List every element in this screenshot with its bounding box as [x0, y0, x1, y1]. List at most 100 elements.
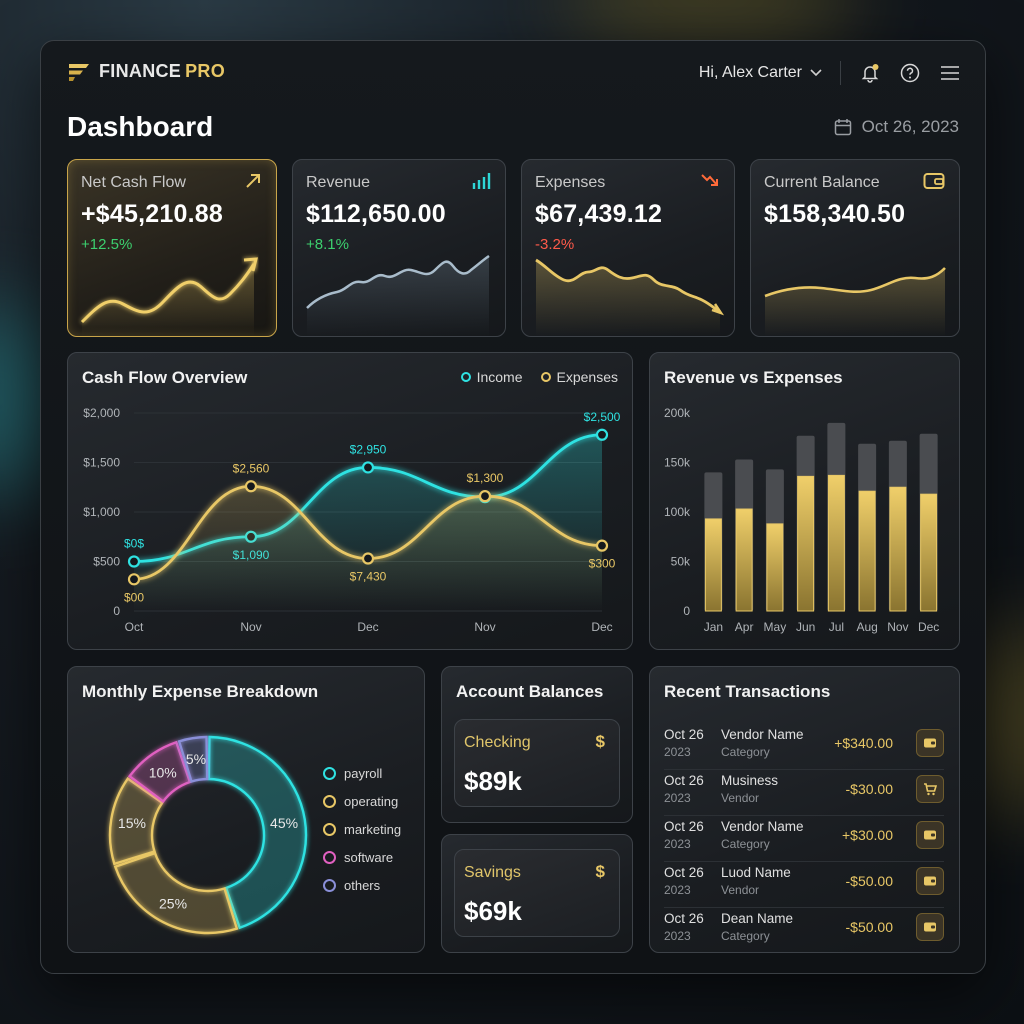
calendar-icon: [834, 119, 851, 136]
cart-icon[interactable]: [916, 775, 944, 803]
legend-item-software[interactable]: software: [323, 843, 401, 871]
donut-slice-operating[interactable]: [113, 851, 239, 935]
transaction-amount: -$50.00: [845, 919, 893, 935]
transaction-year: 2023: [664, 791, 691, 805]
x-tick-label: Jun: [796, 620, 815, 634]
data-point[interactable]: [361, 461, 375, 474]
kpi-card-revenue[interactable]: Revenue $112,650.00 +8.1%: [292, 159, 506, 337]
data-point[interactable]: [244, 480, 258, 493]
slice-label: 5%: [186, 751, 206, 767]
kpi-card-expenses[interactable]: Expenses $67,439.12 -3.2%: [521, 159, 735, 337]
transaction-year: 2023: [664, 837, 691, 851]
menu-button[interactable]: [939, 62, 961, 84]
y-tick-label: 0: [113, 604, 120, 618]
y-tick-label: 200k: [664, 406, 691, 420]
cash-flow-overview-panel: Cash Flow Overview Income Expenses $2,00…: [67, 352, 633, 650]
expense-breakdown-panel: Monthly Expense Breakdown 45% 25% 15% 10% 5%…: [67, 666, 425, 953]
notifications-button[interactable]: [859, 62, 881, 84]
legend-label: marketing: [344, 821, 402, 837]
legend-item-income[interactable]: Income: [460, 369, 523, 385]
x-tick-label: Nov: [887, 620, 908, 634]
legend-marker: [540, 372, 551, 382]
dollar-icon: $: [595, 732, 605, 751]
donut-slice-others[interactable]: [177, 735, 209, 783]
legend-item-others[interactable]: others: [323, 871, 401, 899]
bar-expenses[interactable]: [766, 523, 784, 612]
transaction-amount: -$50.00: [845, 873, 893, 889]
current-date: Oct 26, 2023: [861, 117, 959, 136]
series-area-expenses: [134, 486, 602, 611]
donut-slice-marketing[interactable]: [108, 776, 164, 866]
x-tick-label: Nov: [240, 620, 261, 634]
transaction-category: Vendor: [721, 791, 760, 805]
transaction-year: 2023: [664, 929, 691, 943]
transaction-row[interactable]: Oct 26 2023 Vendor Name Category +$30.00: [664, 815, 944, 862]
help-button[interactable]: [899, 62, 921, 84]
wallet-icon[interactable]: [916, 913, 944, 941]
bar-expenses[interactable]: [735, 508, 753, 612]
data-point[interactable]: [127, 555, 141, 568]
data-label: $1,300: [467, 471, 504, 485]
transaction-name: Musiness: [721, 773, 779, 788]
wallet-icon[interactable]: [916, 867, 944, 895]
y-tick-label: 150k: [664, 456, 691, 470]
transaction-name: Vendor Name: [721, 819, 804, 834]
wallet-icon: [923, 173, 945, 189]
transaction-amount: +$30.00: [842, 827, 893, 843]
legend-item-marketing[interactable]: marketing: [323, 815, 401, 843]
account-card-checking[interactable]: Checking $ $89k: [454, 719, 620, 807]
legend-item-payroll[interactable]: payroll: [323, 759, 401, 787]
data-point[interactable]: [595, 539, 609, 552]
transaction-row[interactable]: Oct 26 2023 Musiness Vendor -$30.00: [664, 769, 944, 816]
transaction-category: Category: [721, 929, 770, 943]
data-point[interactable]: [361, 552, 375, 565]
page-title: Dashboard: [67, 111, 214, 142]
logo-accent-text: PRO: [185, 61, 226, 81]
sparkline: [764, 267, 946, 336]
data-point[interactable]: [127, 573, 141, 586]
chevron-down-icon: [810, 69, 822, 77]
panel-title: Recent Transactions: [664, 682, 831, 701]
kpi-value: +$45,210.88: [81, 200, 223, 228]
bar-expenses[interactable]: [889, 486, 907, 612]
bar-expenses[interactable]: [827, 474, 845, 612]
recent-transactions-panel: Recent Transactions Oct 26 2023 Vendor N…: [649, 666, 960, 953]
y-tick-label: 50k: [671, 555, 691, 569]
legend-item-operating[interactable]: operating: [323, 787, 401, 815]
legend-item-expenses[interactable]: Expenses: [540, 369, 618, 385]
bar-expenses[interactable]: [704, 518, 722, 612]
account-label: Savings: [464, 864, 521, 881]
sparkline: [306, 254, 490, 336]
donut-slice-software[interactable]: [127, 740, 192, 804]
legend-label: software: [344, 849, 394, 865]
transaction-row[interactable]: Oct 26 2023 Vendor Name Category +$340.0…: [664, 723, 944, 770]
account-value: $69k: [464, 896, 522, 926]
x-tick-label: Apr: [735, 620, 754, 634]
slice-label: 15%: [118, 815, 146, 831]
transaction-year: 2023: [664, 883, 691, 897]
cash-flow-line-chart: $2,000 $1,500 $1,000 $500 0 Oct Nov Dec Nov Dec $0…: [83, 406, 620, 634]
bar-expenses[interactable]: [797, 475, 815, 612]
transaction-row[interactable]: Oct 26 2023 Dean Name Category -$50.00: [664, 907, 944, 952]
bar-expenses[interactable]: [858, 490, 876, 612]
data-point[interactable]: [595, 428, 609, 441]
date-display[interactable]: Oct 26, 2023: [834, 117, 959, 137]
data-label: $7,430: [350, 570, 387, 584]
app-logo[interactable]: FINANCE PRO: [67, 61, 225, 82]
account-card-savings[interactable]: Savings $ $69k: [454, 849, 620, 937]
wallet-icon[interactable]: [916, 729, 944, 757]
legend-marker: [460, 372, 471, 382]
data-point[interactable]: [478, 490, 492, 503]
dollar-icon: $: [595, 862, 605, 881]
kpi-card-current-balance[interactable]: Current Balance $158,340.50: [750, 159, 960, 337]
kpi-card-net-cash-flow[interactable]: Net Cash Flow +$45,210.88 +12.5%: [67, 159, 277, 337]
user-menu[interactable]: Hi, Alex Carter: [699, 64, 822, 82]
y-tick-label: $1,000: [83, 505, 120, 519]
panel-title: Revenue vs Expenses: [664, 368, 843, 387]
transaction-row[interactable]: Oct 26 2023 Luod Name Vendor -$50.00: [664, 861, 944, 908]
kpi-value: $158,340.50: [764, 200, 906, 228]
donut-slice-payroll[interactable]: [207, 735, 308, 930]
bar-expenses[interactable]: [920, 493, 938, 612]
account-value: $89k: [464, 766, 522, 796]
wallet-icon[interactable]: [916, 821, 944, 849]
